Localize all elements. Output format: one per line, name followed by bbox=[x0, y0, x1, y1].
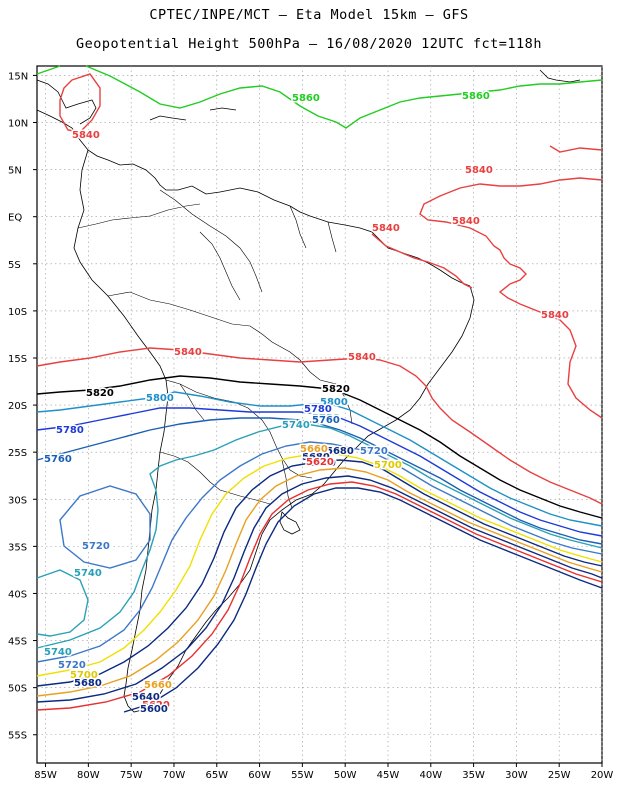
lon-tick-label: 50W bbox=[334, 770, 357, 781]
lon-tick-label: 65W bbox=[205, 770, 228, 781]
lon-tick-label: 85W bbox=[34, 770, 57, 781]
contour-5700 bbox=[36, 453, 603, 677]
contour-5640 bbox=[36, 475, 603, 703]
label-5680-a: 5680 bbox=[326, 446, 354, 457]
label-5800-a: 5800 bbox=[146, 393, 174, 404]
contour-5840-nw bbox=[59, 73, 101, 133]
label-5740-b: 5740 bbox=[282, 420, 310, 431]
contour-5840-15s bbox=[36, 347, 603, 505]
label-5660-b: 5660 bbox=[144, 680, 172, 691]
lat-tick-label: 10S bbox=[8, 307, 27, 318]
label-5860-a: 5860 bbox=[292, 93, 320, 104]
contour-5680 bbox=[36, 459, 603, 687]
lat-tick-label: 35S bbox=[8, 542, 27, 553]
contour-5760 bbox=[36, 417, 603, 545]
lat-tick-label: 50S bbox=[8, 684, 27, 695]
label-5760-a: 5760 bbox=[44, 454, 72, 465]
lon-tick-label: 25W bbox=[548, 770, 571, 781]
title-line-2: Geopotential Height 500hPa – 16/08/2020 … bbox=[76, 36, 542, 52]
contour-5820 bbox=[36, 375, 603, 519]
contour-5860 bbox=[36, 65, 603, 129]
lat-lon-grid bbox=[37, 66, 603, 763]
lon-tick-label: 70W bbox=[163, 770, 186, 781]
label-5720-b: 5720 bbox=[360, 446, 388, 457]
lat-tick-label: 45S bbox=[8, 637, 27, 648]
lon-tick-label: 45W bbox=[377, 770, 400, 781]
axis-ticks: 15N 10N 5N EQ 5S 10S 15S 20S 25S 30S 35S 40S 45S 50S 5… bbox=[8, 71, 613, 781]
label-5780-a: 5780 bbox=[56, 425, 84, 436]
falkland-islands bbox=[279, 511, 301, 535]
south-america-west-coast bbox=[73, 149, 169, 713]
contour-5720-closed bbox=[59, 485, 151, 569]
label-5640-b: 5640 bbox=[132, 692, 160, 703]
label-5620-a: 5620 bbox=[306, 457, 334, 468]
title-line-1: CPTEC/INPE/MCT – Eta Model 15km – GFS bbox=[149, 7, 469, 23]
label-5680-c: 5680 bbox=[302, 452, 330, 463]
label-5660-a: 5660 bbox=[300, 444, 328, 455]
caribbean-islands bbox=[149, 69, 581, 121]
label-5820-b: 5820 bbox=[322, 384, 350, 395]
label-5640-a: 5640 bbox=[308, 458, 336, 469]
country-borders bbox=[77, 189, 353, 509]
contour-5800 bbox=[36, 391, 603, 527]
contour-5840-equator bbox=[371, 233, 473, 289]
lon-tick-label: 30W bbox=[505, 770, 528, 781]
label-5840-e2: 5840 bbox=[452, 216, 480, 227]
lat-tick-label: 20S bbox=[8, 401, 27, 412]
contour-5660 bbox=[36, 467, 603, 697]
lon-tick-label: 60W bbox=[248, 770, 271, 781]
lat-tick-label: 25S bbox=[8, 448, 27, 459]
label-5620-b: 5620 bbox=[142, 700, 170, 711]
label-5780-c: 5780 bbox=[312, 413, 340, 424]
label-5840-e3: 5840 bbox=[372, 223, 400, 234]
contour-5740 bbox=[36, 423, 603, 649]
label-5760-b: 5760 bbox=[312, 415, 340, 426]
lon-tick-label: 55W bbox=[291, 770, 314, 781]
lon-tick-label: 20W bbox=[591, 770, 614, 781]
lat-tick-label: 10N bbox=[8, 119, 28, 130]
label-5680-b: 5680 bbox=[74, 678, 102, 689]
label-5700-a: 5700 bbox=[374, 460, 402, 471]
south-america-east-coast bbox=[141, 285, 475, 711]
lon-tick-label: 75W bbox=[120, 770, 143, 781]
contour-lines bbox=[36, 65, 603, 713]
contour-5740-west bbox=[36, 569, 89, 637]
lon-tick-label: 80W bbox=[77, 770, 100, 781]
lat-tick-label: 15S bbox=[8, 354, 27, 365]
label-5700-b: 5700 bbox=[70, 670, 98, 681]
lat-tick-label: 55S bbox=[8, 731, 27, 742]
label-5820-a: 5820 bbox=[86, 388, 114, 399]
label-5840-e1: 5840 bbox=[465, 165, 493, 176]
label-5720-a: 5720 bbox=[82, 541, 110, 552]
label-5860-b: 5860 bbox=[462, 91, 490, 102]
contour-labels: 5860 5860 5840 5840 5840 5840 5840 5840 … bbox=[43, 90, 571, 717]
contour-5780 bbox=[36, 407, 603, 537]
label-5840-nw: 5840 bbox=[72, 130, 100, 141]
lat-tick-label: EQ bbox=[8, 213, 22, 224]
contour-5840-east bbox=[419, 145, 603, 419]
label-5840-15s-b: 5840 bbox=[348, 352, 376, 363]
lat-tick-label: 40S bbox=[8, 589, 27, 600]
central-america-north bbox=[36, 79, 97, 125]
contour-5720 bbox=[36, 441, 603, 663]
label-5840-e4: 5840 bbox=[541, 310, 569, 321]
label-5740-c: 5740 bbox=[44, 647, 72, 658]
label-5600-a: 5600 bbox=[140, 704, 168, 715]
lat-tick-label: 30S bbox=[8, 495, 27, 506]
label-5720-c: 5720 bbox=[58, 660, 86, 671]
lat-tick-label: 5N bbox=[8, 166, 22, 177]
contour-5600 bbox=[123, 487, 603, 713]
contour-5620 bbox=[36, 481, 603, 711]
label-5800-b: 5800 bbox=[320, 397, 348, 408]
lat-tick-label: 15N bbox=[8, 71, 28, 82]
label-5840-15s-a: 5840 bbox=[174, 347, 202, 358]
label-5740-a: 5740 bbox=[74, 568, 102, 579]
lon-tick-label: 40W bbox=[419, 770, 442, 781]
lat-tick-label: 5S bbox=[8, 260, 21, 271]
label-5780-b: 5780 bbox=[304, 404, 332, 415]
lon-tick-label: 35W bbox=[462, 770, 485, 781]
